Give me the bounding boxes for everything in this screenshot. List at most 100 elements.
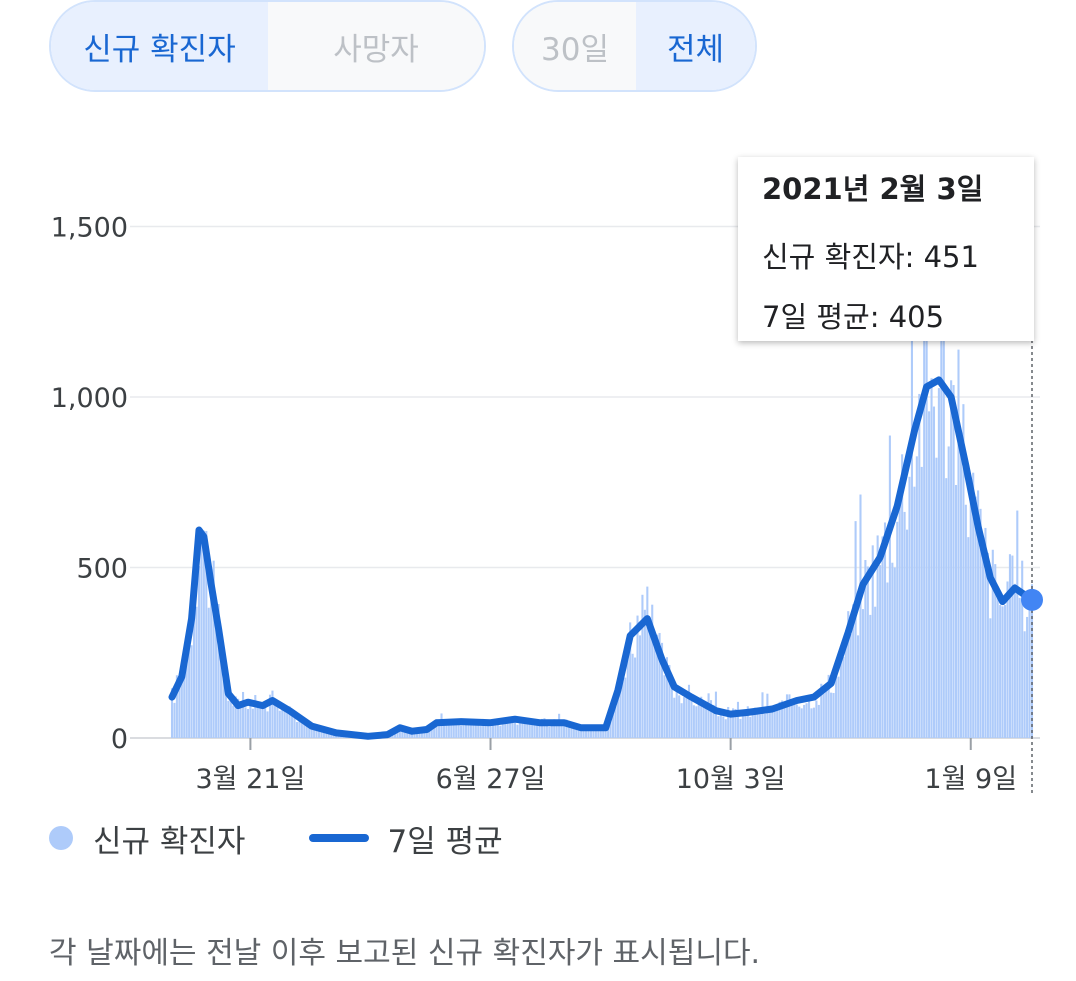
bar (195, 606, 198, 738)
bar (1001, 606, 1004, 738)
bar (288, 706, 291, 738)
bar (533, 721, 536, 738)
bar (462, 725, 465, 738)
x-tick-label: 6월 27일 (436, 764, 546, 795)
bar (842, 656, 845, 738)
toggle-deaths[interactable]: 사망자 (268, 2, 484, 90)
bar (837, 676, 840, 738)
bar (310, 726, 313, 738)
bar (876, 535, 879, 738)
bar (994, 564, 997, 738)
cases-chart[interactable]: 0 500 1,000 1,500 3월 21일 6월 27일 10월 3일 1월 9일 (0, 110, 1076, 800)
metric-toggle: 신규 확진자 사망자 (49, 0, 486, 92)
bar (736, 701, 740, 738)
bar (807, 695, 811, 738)
bar (844, 638, 847, 738)
bar (170, 688, 174, 738)
bar (531, 724, 534, 738)
bar (256, 703, 259, 738)
bar (428, 728, 431, 738)
bar (403, 730, 406, 738)
bar (758, 714, 762, 738)
bar (778, 701, 781, 738)
bar (945, 478, 948, 738)
bar (604, 729, 607, 738)
x-tick-label: 1월 9일 (924, 764, 1017, 795)
bar (690, 695, 693, 738)
bar (974, 496, 977, 738)
bar (322, 730, 325, 738)
bar (702, 702, 705, 738)
bar (484, 724, 487, 738)
bar (565, 719, 568, 738)
bar (962, 404, 965, 738)
bar (619, 677, 622, 738)
bar (303, 719, 306, 738)
bar (523, 720, 526, 738)
bar (820, 683, 823, 738)
bar (589, 727, 593, 738)
bar (739, 718, 742, 738)
bar (232, 705, 235, 738)
bar (259, 704, 262, 738)
bar (685, 695, 688, 738)
bar (509, 720, 512, 738)
bar (611, 708, 615, 738)
bar (577, 726, 580, 738)
bar (283, 707, 286, 738)
bar (298, 721, 301, 738)
bar (724, 719, 727, 738)
tooltip-average: 7일 평균: 405 (762, 300, 945, 334)
toggle-new-cases[interactable]: 신규 확진자 (51, 2, 268, 90)
bar (859, 494, 862, 738)
bar (991, 549, 994, 738)
bar (234, 696, 237, 738)
bar (173, 702, 176, 738)
bar (849, 633, 852, 738)
bar (783, 702, 786, 738)
bar (955, 484, 958, 738)
bar (906, 529, 909, 738)
bar (602, 730, 605, 738)
legend-bar-label: 신규 확진자 (93, 823, 246, 860)
bar (986, 552, 989, 738)
toggle-all[interactable]: 전체 (636, 2, 755, 90)
bar (771, 712, 774, 738)
bar (425, 731, 428, 738)
bar (491, 719, 495, 738)
bar (205, 531, 208, 738)
legend-line-swatch (309, 834, 370, 842)
bar (930, 378, 933, 738)
bar (587, 728, 590, 738)
hover-dot (1021, 588, 1043, 611)
bar (180, 672, 183, 738)
bar (295, 721, 298, 738)
bar (1030, 584, 1034, 738)
bar (700, 696, 703, 738)
bar (879, 565, 882, 738)
bar (646, 586, 649, 738)
bar (675, 687, 678, 738)
bar (313, 724, 316, 738)
bar (472, 718, 475, 738)
bar (631, 653, 634, 738)
bar (570, 724, 573, 738)
bar (626, 653, 629, 738)
bar (562, 722, 566, 738)
bar (249, 700, 252, 738)
toggle-30-days[interactable]: 30일 (514, 2, 636, 90)
bar (714, 691, 717, 738)
bar (251, 708, 254, 738)
bar (989, 618, 992, 738)
bar (648, 632, 651, 738)
bar (229, 692, 232, 738)
bar (516, 724, 519, 738)
bar (460, 725, 463, 738)
bar (487, 722, 490, 738)
bar (734, 709, 737, 738)
bar (952, 385, 955, 738)
bar (910, 329, 913, 738)
bar (918, 393, 921, 738)
bar (864, 559, 867, 738)
bar (482, 718, 485, 738)
